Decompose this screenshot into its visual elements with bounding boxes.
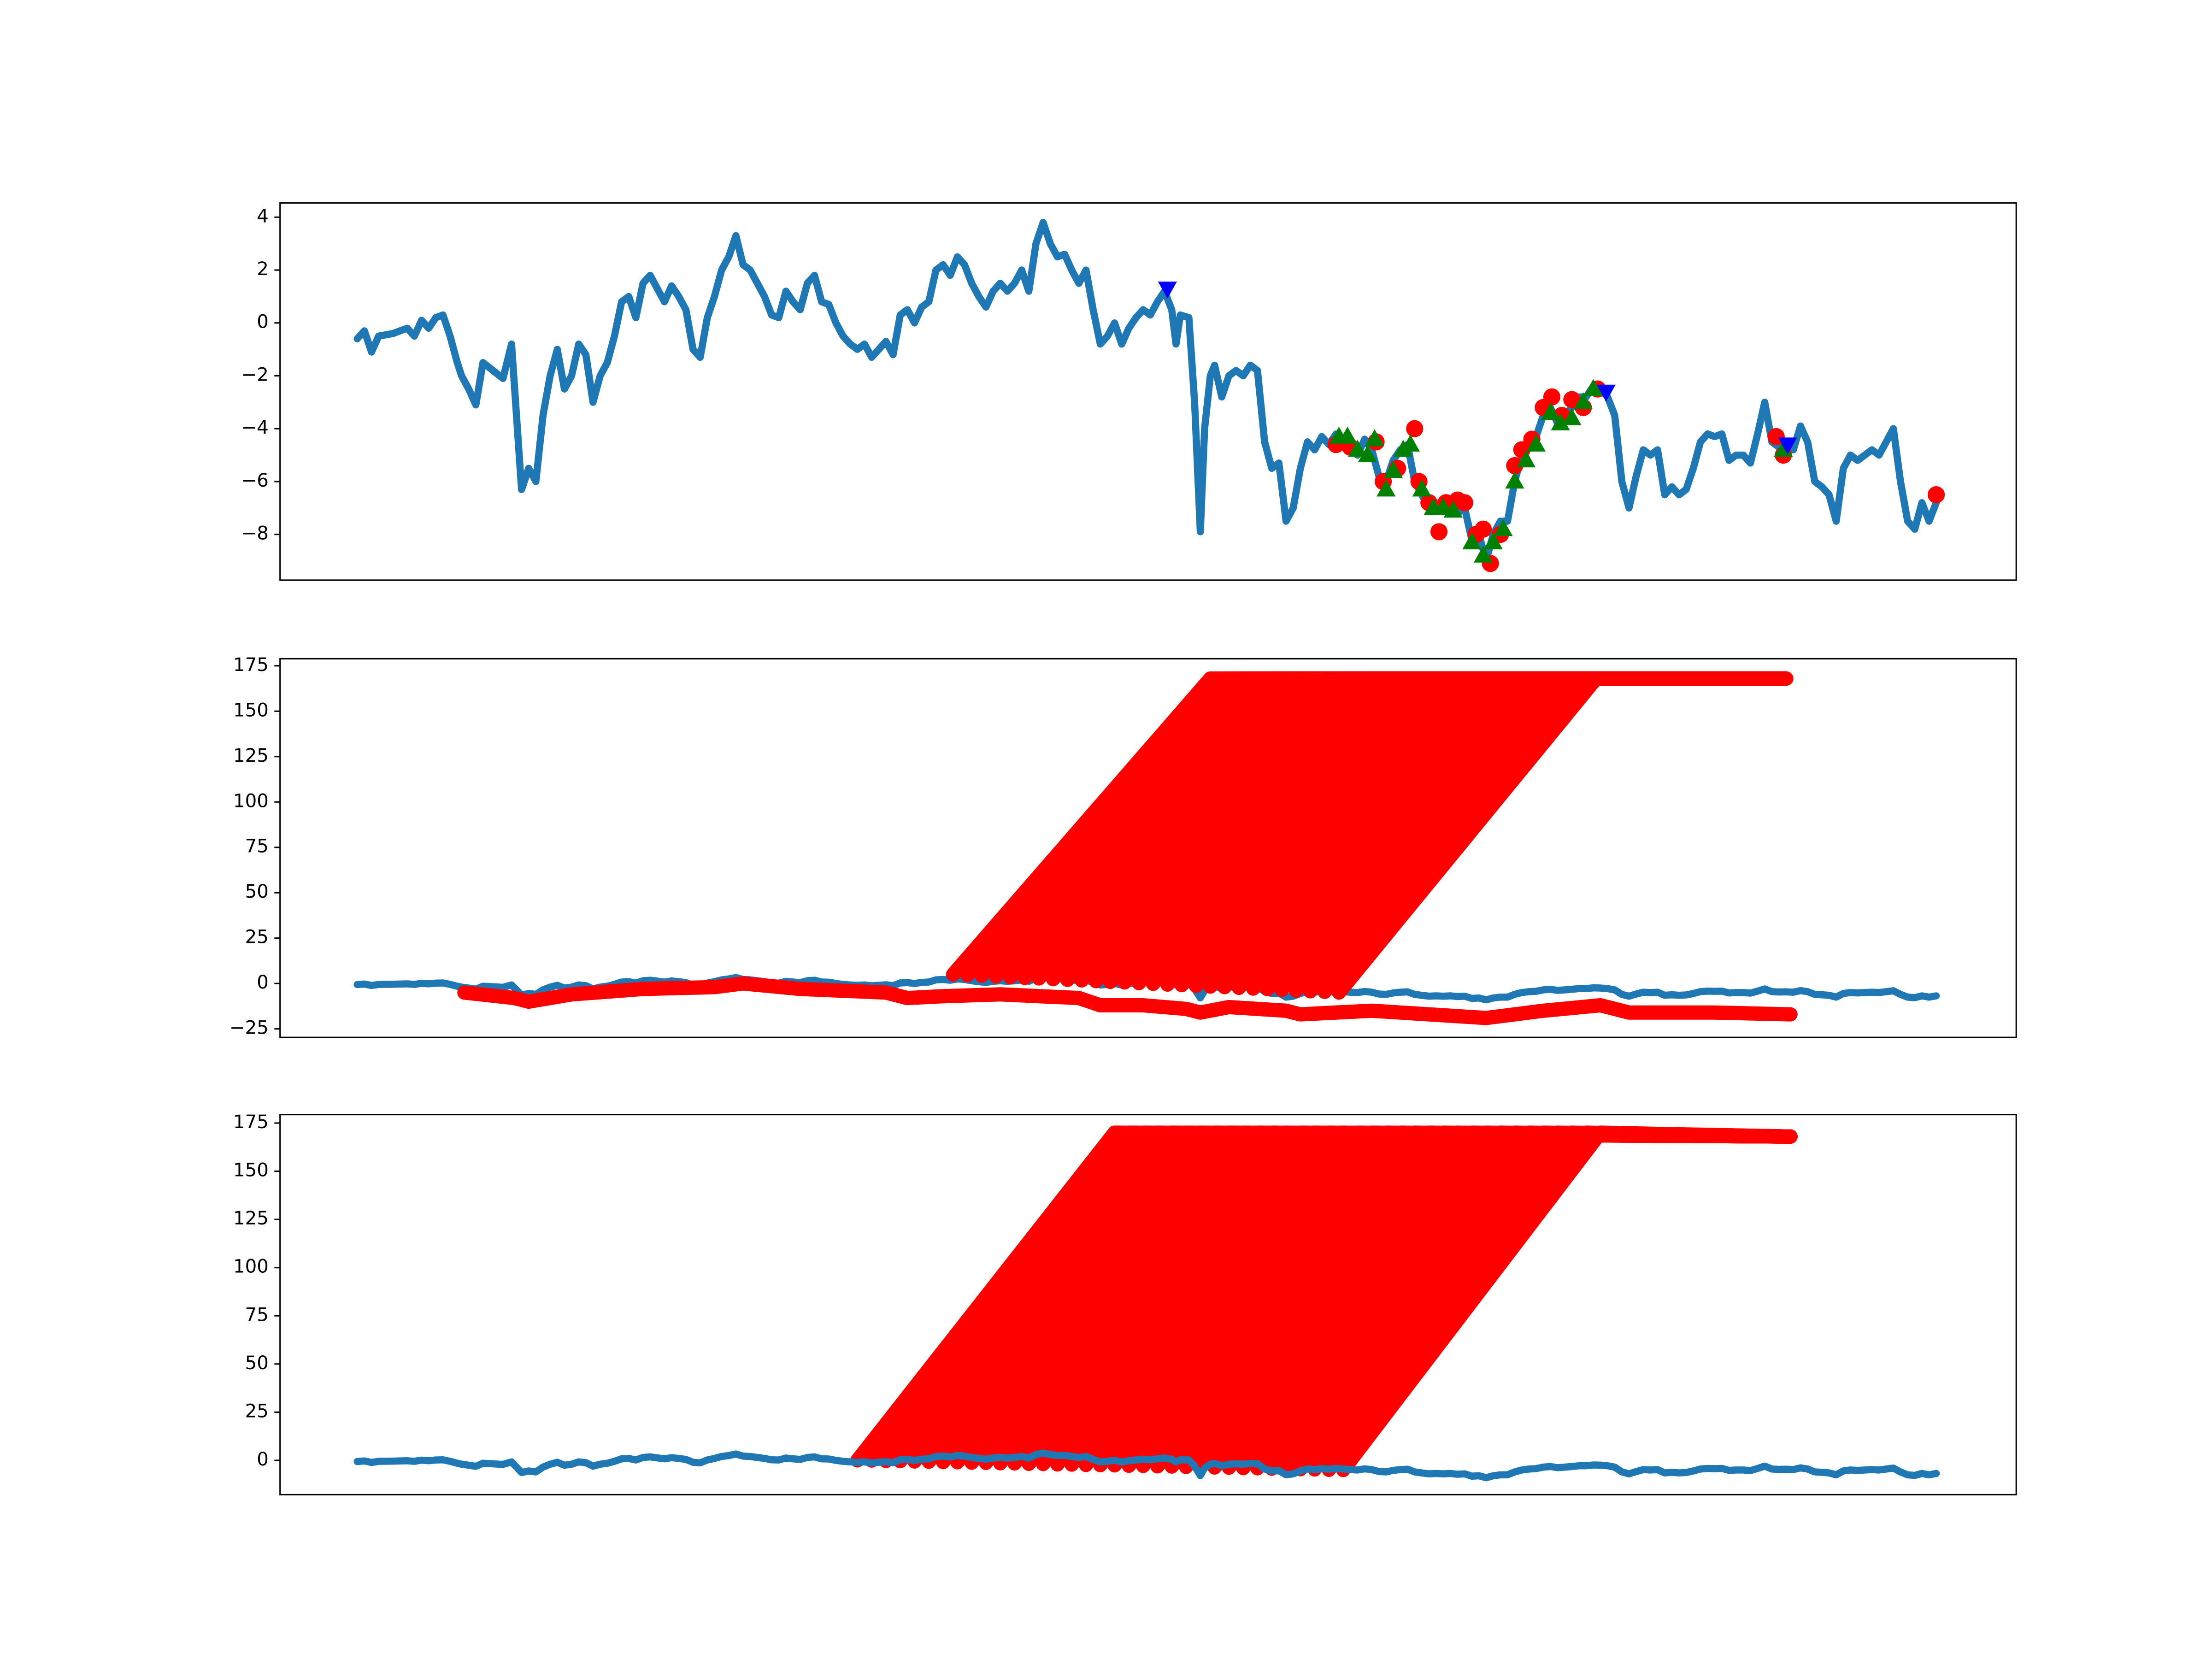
marker-triangle-down — [1778, 437, 1797, 455]
axes: −25 0 25 50 75 100 125 150 175 — [229, 654, 2017, 1039]
y-tick-label: 50 — [245, 1352, 269, 1374]
marker-circle — [1506, 457, 1524, 475]
y-tick-label: 0 — [257, 971, 269, 993]
axes: 0 25 50 75 100 125 150 175 — [233, 1111, 2017, 1495]
y-tick-label: 4 — [257, 205, 269, 227]
y-tick-label: 50 — [245, 881, 269, 902]
data-line — [353, 1449, 1940, 1482]
y-tick-label: 175 — [233, 654, 269, 676]
y-tick-label: 175 — [233, 1111, 269, 1133]
marker-triangle-up — [1358, 445, 1377, 462]
marker-triangle-down — [1158, 281, 1177, 299]
marker-triangle-up — [1574, 392, 1593, 410]
marker-triangle-up — [1517, 450, 1536, 468]
y-tick-label: 150 — [233, 699, 269, 721]
y-tick-label: 75 — [245, 835, 269, 857]
y-tick-label: −4 — [241, 417, 269, 438]
data-line — [457, 976, 1798, 1025]
y-tick-label: 125 — [233, 745, 269, 766]
plot-area — [353, 1125, 1940, 1482]
axes-frame — [279, 1114, 2017, 1495]
y-tick-label: 125 — [233, 1207, 269, 1229]
marker-triangle-up — [1583, 379, 1603, 396]
marker-triangle-up — [1377, 479, 1396, 497]
y-tick-label: −6 — [241, 470, 269, 491]
y-tick-label: 100 — [233, 790, 269, 812]
marker-triangle-up — [1462, 532, 1482, 550]
axes-frame — [279, 658, 2017, 1038]
marker-triangle-up — [1443, 500, 1463, 518]
marker-triangle-up — [1338, 426, 1357, 444]
marker-circle — [1927, 486, 1945, 504]
marker-triangle-up — [1494, 519, 1513, 536]
marker-circle — [1456, 494, 1473, 512]
axes-frame — [279, 202, 2017, 581]
marker-triangle-up — [1383, 461, 1403, 478]
marker-triangle-up — [1526, 434, 1546, 452]
marker-triangle-up — [1505, 471, 1524, 489]
y-tick-label: −25 — [229, 1017, 269, 1039]
marker-circle — [1406, 420, 1424, 437]
marker-circle — [1430, 523, 1448, 541]
marker-triangle-up — [1348, 440, 1367, 457]
marker-circle — [1543, 388, 1561, 406]
y-tick-label: 25 — [245, 1400, 269, 1422]
plot-area — [353, 671, 1940, 1025]
marker-triangle-up — [1473, 545, 1493, 563]
marker-triangle-up — [1551, 413, 1570, 430]
y-tick-label: −8 — [241, 523, 269, 544]
axes: −8 −6 −4 −2 0 2 4 — [241, 202, 2017, 581]
y-tick-label: 0 — [257, 1448, 269, 1470]
marker-triangle-up — [1541, 403, 1560, 420]
y-tick-label: 150 — [233, 1159, 269, 1181]
marker-triangle-down — [1596, 384, 1616, 402]
y-tick-label: 0 — [257, 311, 269, 333]
data-line — [1336, 1125, 1798, 1477]
y-tick-label: 100 — [233, 1256, 269, 1277]
marker-triangle-up — [1365, 429, 1384, 447]
marker-triangle-up — [1412, 479, 1431, 497]
marker-triangle-up — [1562, 408, 1582, 425]
marker-circle — [1475, 520, 1492, 538]
plot-area — [353, 219, 1945, 572]
y-tick-label: 75 — [245, 1304, 269, 1325]
y-tick-label: 2 — [257, 258, 269, 280]
y-tick-label: 25 — [245, 926, 269, 948]
marker-triangle-up — [1400, 434, 1420, 452]
y-tick-label: −2 — [241, 364, 269, 385]
data-line — [353, 219, 1940, 565]
data-line — [1331, 671, 1794, 1000]
marker-triangle-up — [1483, 532, 1503, 550]
